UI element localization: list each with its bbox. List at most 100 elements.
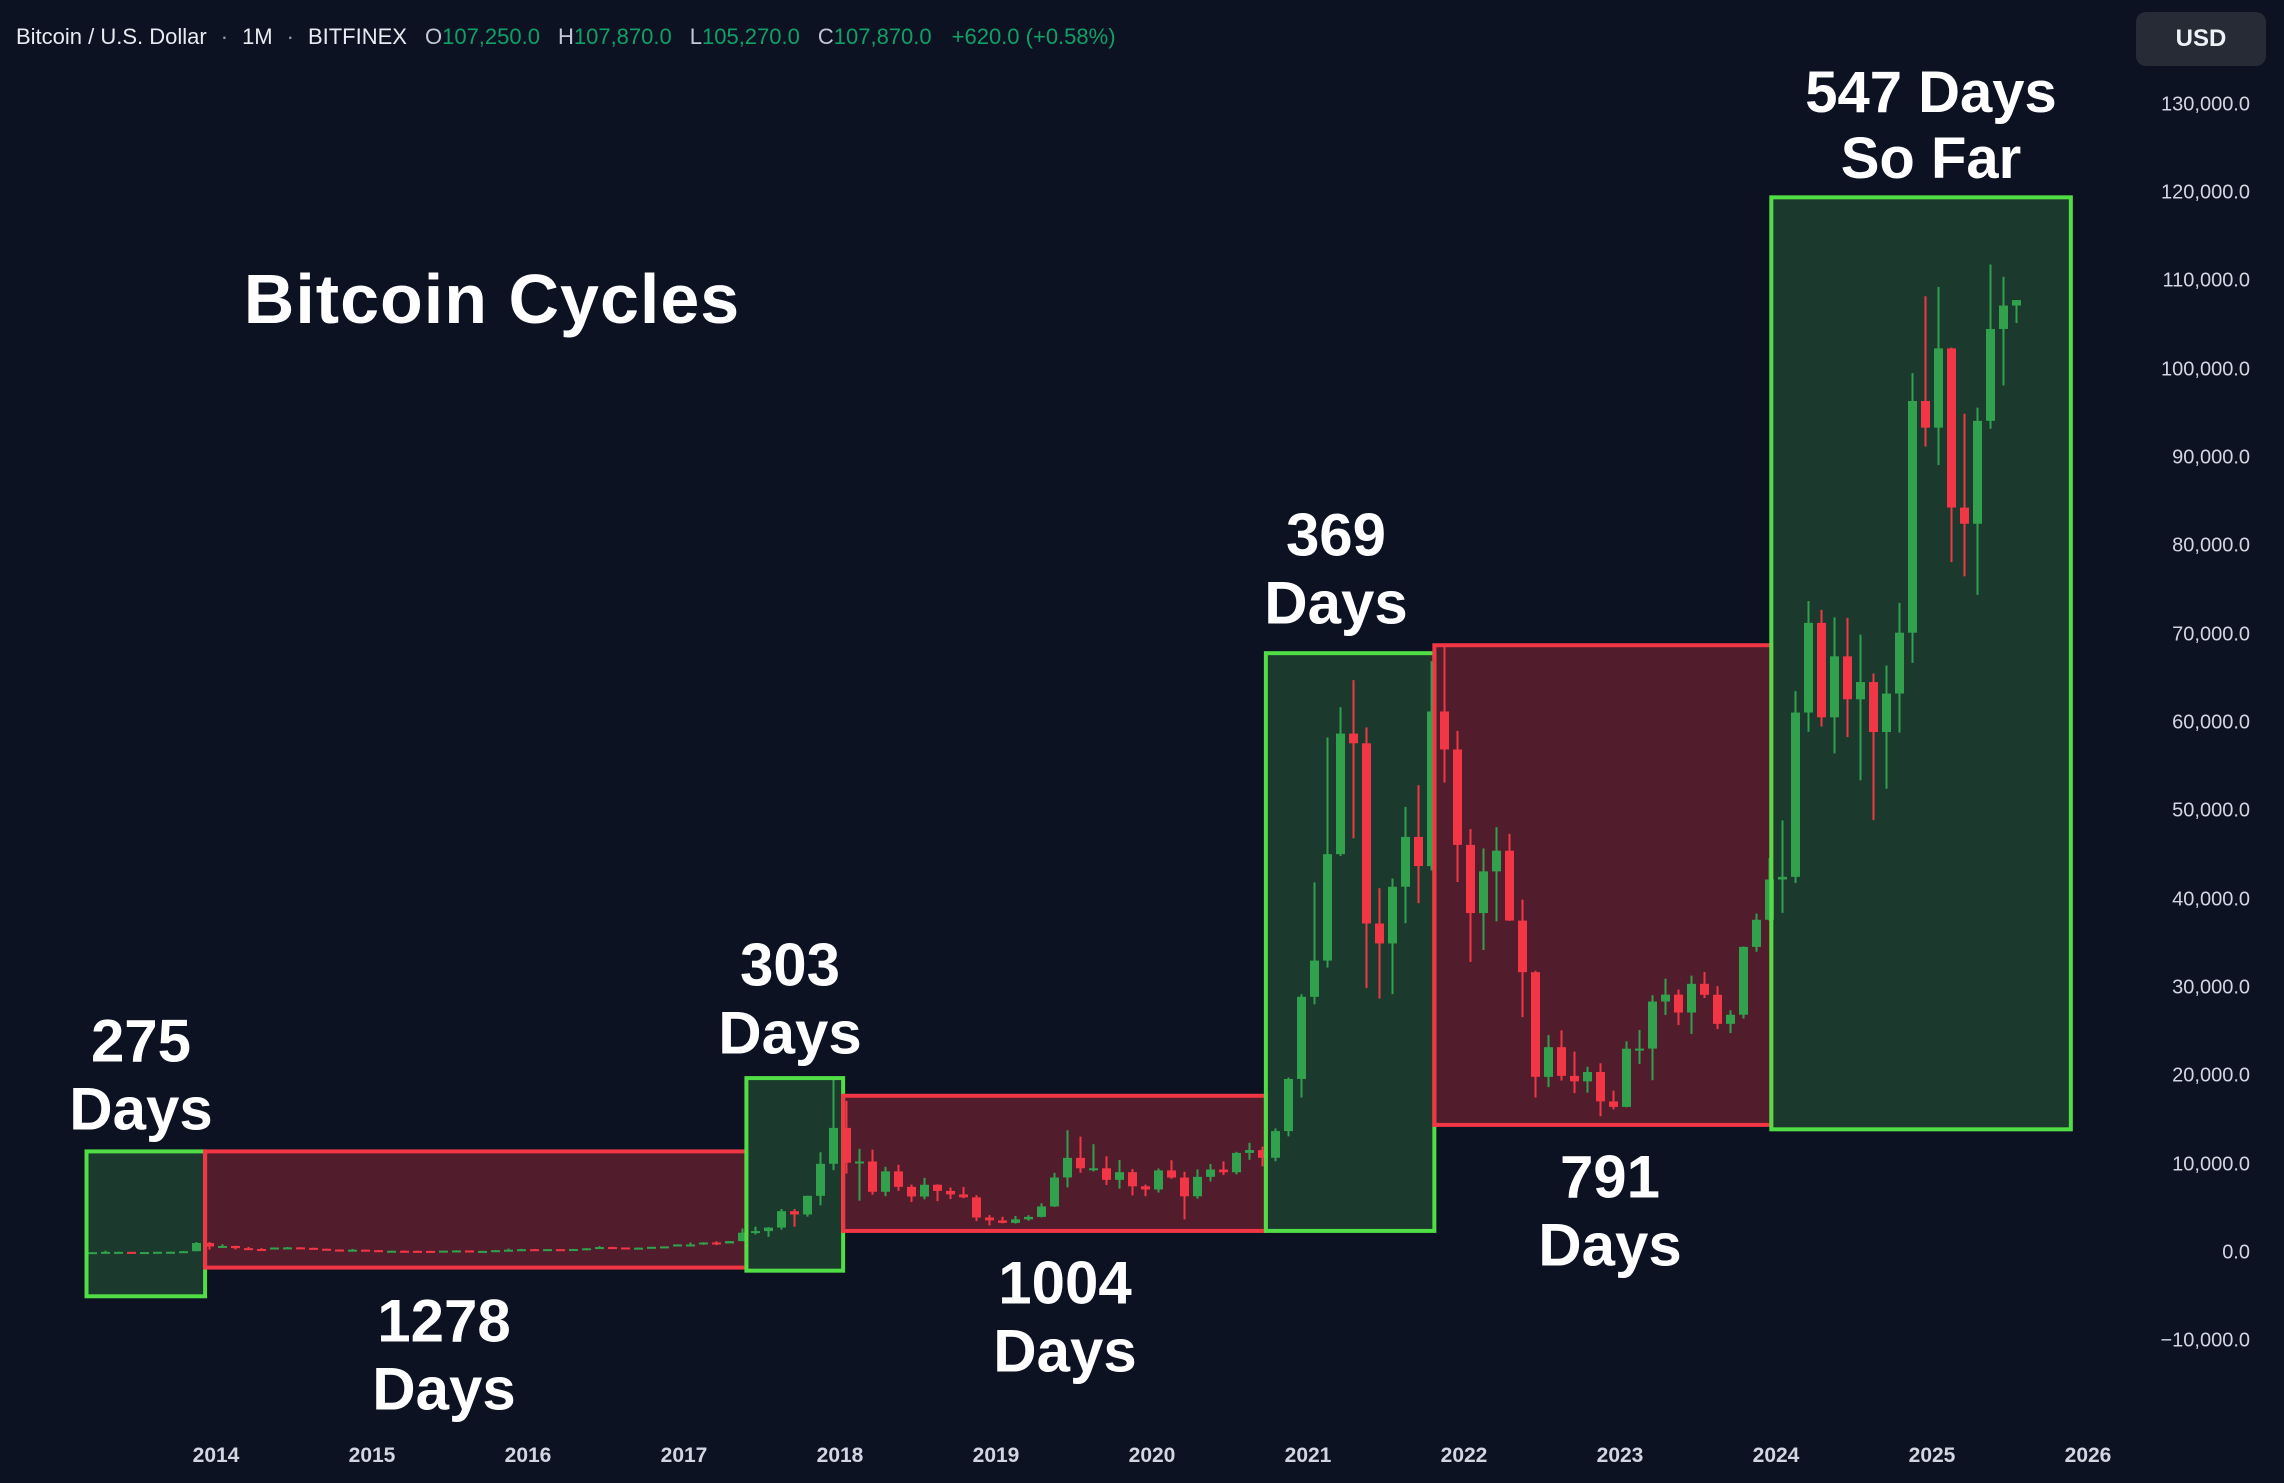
candle[interactable] bbox=[465, 1250, 474, 1253]
candle[interactable] bbox=[361, 1249, 370, 1252]
candle[interactable] bbox=[1739, 946, 1748, 1019]
candle[interactable] bbox=[1440, 643, 1449, 783]
candle[interactable] bbox=[1167, 1160, 1176, 1179]
candle[interactable] bbox=[1011, 1215, 1020, 1224]
candle[interactable] bbox=[1635, 1029, 1644, 1064]
candle[interactable] bbox=[842, 1100, 851, 1174]
candle[interactable] bbox=[1414, 785, 1423, 904]
candle[interactable] bbox=[1479, 848, 1488, 950]
candle[interactable] bbox=[751, 1226, 760, 1235]
candle[interactable] bbox=[1492, 827, 1501, 922]
candle[interactable] bbox=[478, 1250, 487, 1253]
candle[interactable] bbox=[413, 1250, 422, 1253]
candle[interactable] bbox=[621, 1247, 630, 1250]
exchange-name[interactable]: BITFINEX bbox=[307, 24, 407, 49]
candle[interactable] bbox=[1219, 1161, 1228, 1175]
candle[interactable] bbox=[699, 1242, 708, 1245]
candle[interactable] bbox=[1466, 829, 1475, 962]
candle[interactable] bbox=[1960, 413, 1969, 577]
cycle-box-fill-bear-2018-2020[interactable] bbox=[843, 1095, 1266, 1231]
cycle-box-fill-bull-2013[interactable] bbox=[86, 1151, 206, 1297]
candle[interactable] bbox=[1596, 1063, 1605, 1117]
candle[interactable] bbox=[1882, 665, 1891, 789]
candle[interactable] bbox=[1583, 1066, 1592, 1093]
candle[interactable] bbox=[1050, 1172, 1059, 1207]
candle[interactable] bbox=[894, 1164, 903, 1191]
candle[interactable] bbox=[153, 1251, 162, 1254]
candle[interactable] bbox=[946, 1187, 955, 1200]
candle[interactable] bbox=[920, 1177, 929, 1200]
candle[interactable] bbox=[88, 1252, 97, 1255]
candle[interactable] bbox=[296, 1247, 305, 1250]
candle[interactable] bbox=[1024, 1215, 1033, 1221]
candle[interactable] bbox=[1843, 617, 1852, 738]
candle[interactable] bbox=[1921, 296, 1930, 447]
candle[interactable] bbox=[1076, 1136, 1085, 1173]
candle[interactable] bbox=[959, 1187, 968, 1199]
candle[interactable] bbox=[335, 1249, 344, 1252]
candle[interactable] bbox=[1427, 661, 1436, 871]
candle[interactable] bbox=[1661, 978, 1670, 1016]
candle[interactable] bbox=[270, 1247, 279, 1250]
candle[interactable] bbox=[1726, 1010, 1735, 1034]
candle[interactable] bbox=[439, 1250, 448, 1253]
candle[interactable] bbox=[491, 1250, 500, 1253]
cycle-box-fill-bull-2024-now[interactable] bbox=[1771, 197, 2071, 1130]
candle[interactable] bbox=[400, 1250, 409, 1253]
candle[interactable] bbox=[1180, 1171, 1189, 1220]
candle[interactable] bbox=[855, 1148, 864, 1201]
candle[interactable] bbox=[556, 1249, 565, 1252]
candle[interactable] bbox=[686, 1242, 695, 1247]
candle[interactable] bbox=[1115, 1159, 1124, 1189]
candle[interactable] bbox=[1505, 833, 1514, 921]
candle[interactable] bbox=[1336, 707, 1345, 856]
candle[interactable] bbox=[543, 1249, 552, 1252]
candle[interactable] bbox=[1986, 264, 1995, 429]
candle[interactable] bbox=[972, 1195, 981, 1222]
candle[interactable] bbox=[231, 1245, 240, 1250]
candle[interactable] bbox=[1713, 986, 1722, 1030]
candle[interactable] bbox=[1388, 878, 1397, 995]
candle[interactable] bbox=[998, 1216, 1007, 1224]
candle[interactable] bbox=[1141, 1184, 1150, 1197]
candle[interactable] bbox=[1193, 1169, 1202, 1199]
candle[interactable] bbox=[1999, 276, 2008, 386]
candle[interactable] bbox=[1245, 1142, 1254, 1160]
candle[interactable] bbox=[1271, 1128, 1280, 1162]
candle[interactable] bbox=[218, 1244, 227, 1248]
candle[interactable] bbox=[1349, 680, 1358, 839]
candle[interactable] bbox=[1375, 888, 1384, 999]
candle[interactable] bbox=[1323, 737, 1332, 968]
candle[interactable] bbox=[907, 1184, 916, 1203]
candle[interactable] bbox=[660, 1246, 669, 1249]
candle[interactable] bbox=[166, 1251, 175, 1254]
candle[interactable] bbox=[1128, 1168, 1137, 1196]
candle[interactable] bbox=[1310, 882, 1319, 1005]
candle[interactable] bbox=[1869, 673, 1878, 821]
candle[interactable] bbox=[1973, 407, 1982, 595]
candle[interactable] bbox=[257, 1248, 266, 1252]
candle[interactable] bbox=[1154, 1168, 1163, 1193]
candle[interactable] bbox=[2012, 300, 2021, 324]
candle[interactable] bbox=[1258, 1146, 1267, 1167]
candle[interactable] bbox=[1531, 970, 1540, 1098]
candle[interactable] bbox=[764, 1227, 773, 1237]
candle[interactable] bbox=[582, 1248, 591, 1251]
candle[interactable] bbox=[725, 1241, 734, 1244]
candle[interactable] bbox=[1518, 899, 1527, 1018]
candle[interactable] bbox=[777, 1209, 786, 1230]
candle[interactable] bbox=[933, 1184, 942, 1202]
candle[interactable] bbox=[517, 1248, 526, 1252]
candle[interactable] bbox=[712, 1241, 721, 1246]
candle[interactable] bbox=[647, 1246, 656, 1249]
candle[interactable] bbox=[101, 1250, 110, 1254]
candle[interactable] bbox=[309, 1247, 318, 1250]
candle[interactable] bbox=[881, 1166, 890, 1197]
candle[interactable] bbox=[1674, 989, 1683, 1026]
candle[interactable] bbox=[1687, 975, 1696, 1034]
candle[interactable] bbox=[114, 1251, 123, 1254]
candle[interactable] bbox=[1791, 691, 1800, 884]
candle[interactable] bbox=[1063, 1130, 1072, 1188]
candle[interactable] bbox=[452, 1250, 461, 1253]
candle[interactable] bbox=[1817, 609, 1826, 727]
